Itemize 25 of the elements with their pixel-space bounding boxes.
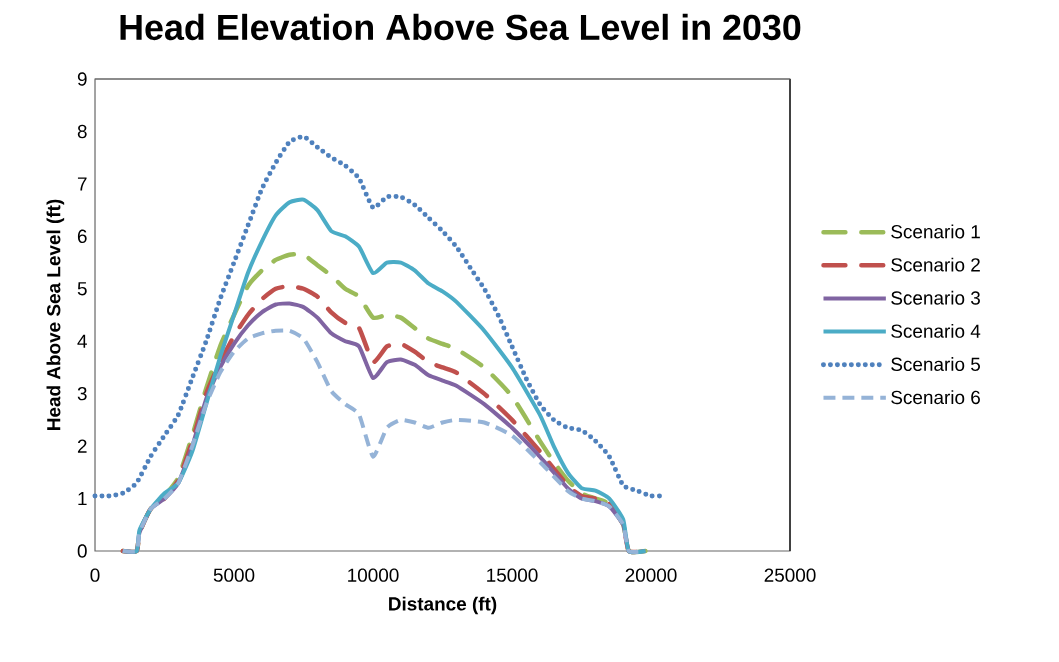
y-tick-label: 2	[77, 439, 87, 453]
legend-label: Scenario 6	[891, 390, 980, 405]
legend-label: Scenario 2	[891, 257, 980, 272]
y-tick-label: 9	[77, 72, 87, 86]
y-tick-label: 4	[77, 334, 87, 348]
y-tick-label: 0	[77, 544, 87, 558]
legend-label: Scenario 5	[891, 357, 980, 371]
x-tick-label: 0	[90, 568, 100, 582]
x-axis-title: Distance (ft)	[389, 596, 497, 615]
y-tick-label: 3	[77, 386, 87, 401]
x-tick-label: 20000	[625, 568, 677, 582]
y-tick-label: 6	[77, 229, 87, 244]
legend-label: Scenario 1	[891, 224, 980, 239]
y-tick-label: 5	[77, 282, 87, 296]
y-tick-label: 8	[77, 124, 87, 139]
y-axis-title: Head Above Sea Level (ft)	[46, 199, 65, 430]
legend-label: Scenario 3	[891, 290, 980, 305]
x-tick-label: 5000	[213, 568, 255, 582]
y-tick-label: 7	[77, 177, 87, 191]
x-tick-label: 10000	[348, 568, 399, 582]
chart-title: Head Elevation Above Sea Level in 2030	[120, 13, 801, 41]
x-tick-label: 15000	[487, 568, 538, 582]
y-tick-label: 1	[78, 492, 87, 506]
legend-label: Scenario 4	[891, 323, 981, 338]
x-tick-label: 25000	[764, 568, 816, 582]
